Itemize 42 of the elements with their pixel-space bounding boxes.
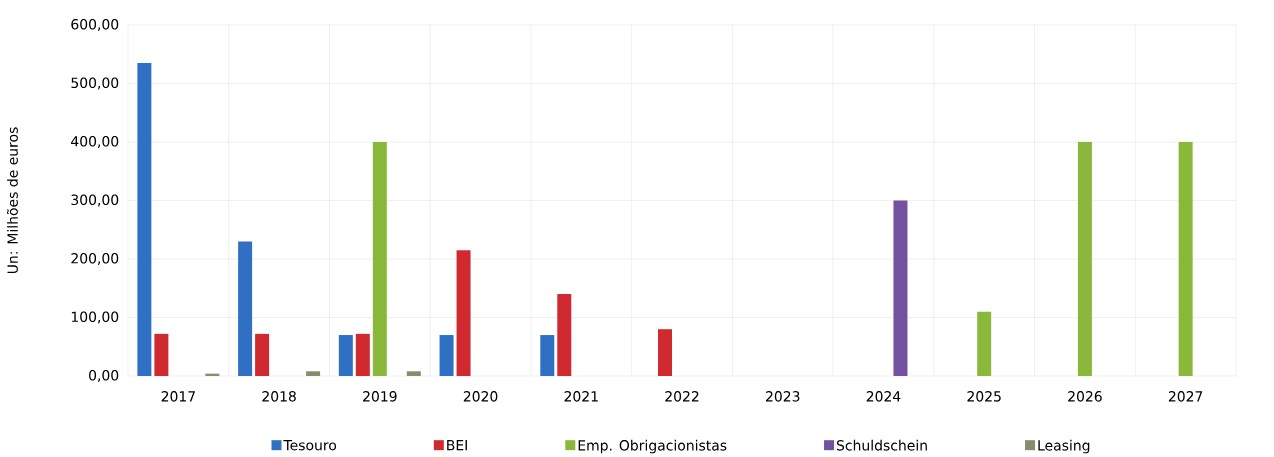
- y-tick-label: 400,00: [71, 135, 119, 148]
- legend-label: Tesouro: [283, 440, 337, 451]
- x-tick-label: 2027: [1168, 391, 1203, 402]
- y-tick-label: 0,00: [89, 369, 119, 382]
- x-tick-label: 2023: [766, 391, 800, 402]
- y-tick-label: 600,00: [71, 18, 119, 31]
- y-axis-title: Un: Milhões de euros: [6, 127, 18, 274]
- legend-label: Emp. Obrigacionistas: [578, 439, 727, 454]
- x-tick-label: 2021: [564, 391, 598, 402]
- bar: [658, 329, 673, 376]
- x-tick-label: 2026: [1068, 391, 1102, 402]
- legend-label: Schuldschein: [836, 439, 927, 451]
- legend-label: Leasing: [1038, 439, 1090, 454]
- bar: [372, 141, 387, 376]
- bar: [137, 63, 152, 376]
- bar: [306, 371, 321, 376]
- bar: [238, 241, 253, 376]
- y-tick-label: 200,00: [71, 252, 119, 265]
- y-tick-label: 100,00: [71, 311, 119, 324]
- x-tick-label: 2019: [363, 391, 397, 402]
- x-tick-label: 2017: [161, 391, 195, 402]
- bar: [540, 335, 555, 376]
- y-tick-label: 300,00: [71, 194, 119, 207]
- bar: [893, 200, 908, 376]
- x-tick-label: 2024: [866, 391, 901, 402]
- bar: [355, 333, 370, 376]
- legend-label: BEI: [447, 440, 467, 451]
- bar: [154, 333, 169, 376]
- bar: [1077, 141, 1092, 376]
- bar: [1178, 141, 1193, 376]
- x-tick-label: 2020: [463, 391, 498, 402]
- bar: [456, 250, 471, 376]
- bar: [338, 335, 353, 376]
- bar: [977, 311, 992, 376]
- bar: [406, 371, 421, 376]
- bar: [557, 294, 572, 376]
- bar: [439, 335, 454, 376]
- x-tick-label: 2018: [262, 391, 296, 402]
- y-tick-label: 500,00: [71, 77, 119, 90]
- bar: [255, 333, 270, 376]
- x-tick-label: 2025: [967, 391, 1001, 402]
- x-tick-label: 2022: [665, 391, 699, 402]
